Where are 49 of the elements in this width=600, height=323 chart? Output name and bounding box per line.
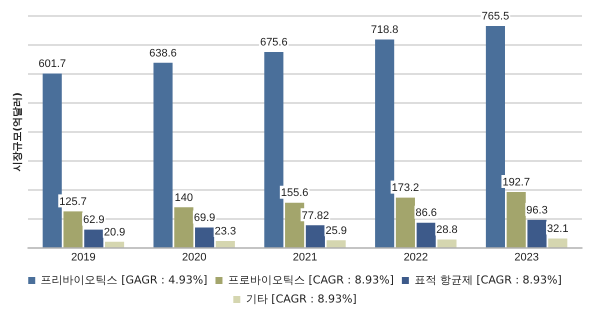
data-label: 96.3 xyxy=(526,204,548,216)
bar xyxy=(105,242,124,248)
bar xyxy=(486,26,505,248)
bar xyxy=(264,52,284,248)
data-label: 20.9 xyxy=(104,226,126,238)
bar xyxy=(527,220,547,248)
data-label: 155.6 xyxy=(280,187,308,200)
data-label: 140 xyxy=(174,192,193,204)
data-label: 638.6 xyxy=(149,47,177,60)
bar xyxy=(437,239,457,248)
bar xyxy=(548,238,568,248)
data-label: 25.9 xyxy=(325,224,347,237)
bar xyxy=(506,192,526,248)
bar xyxy=(153,62,173,248)
legend-label: 기타 [CAGR : 8.93%] xyxy=(246,292,357,306)
bar xyxy=(216,241,235,248)
data-label: 28.8 xyxy=(436,224,458,236)
x-tick-label: 2019 xyxy=(71,251,96,264)
bar xyxy=(63,211,83,248)
data-label: 765.5 xyxy=(482,10,510,23)
x-tick-label: 2022 xyxy=(404,251,428,264)
data-label: 601.7 xyxy=(38,58,66,70)
x-tick-label: 2021 xyxy=(292,251,318,264)
legend-label: 프리바이오틱스 [GAGR : 4.93%] xyxy=(40,273,208,286)
bar xyxy=(174,207,194,248)
data-label: 173.2 xyxy=(392,182,420,194)
data-label: 23.3 xyxy=(214,226,236,238)
data-label: 69.9 xyxy=(194,212,216,224)
data-label: 62.9 xyxy=(83,214,104,226)
data-label: 86.6 xyxy=(415,207,437,220)
data-label: 77.82 xyxy=(302,210,330,222)
bar xyxy=(416,222,436,248)
x-tick-label: 2023 xyxy=(514,251,539,264)
data-label: 718.8 xyxy=(370,24,398,36)
data-label: 192.7 xyxy=(502,176,530,188)
bar xyxy=(375,40,394,248)
data-label: 675.6 xyxy=(260,36,288,49)
bar xyxy=(396,198,415,248)
bar xyxy=(84,230,104,248)
y-axis-title: 시장규모(억달러) xyxy=(12,92,24,172)
legend-label: 표적 항균제 [CAGR : 8.93%] xyxy=(414,273,562,286)
data-label: 125.7 xyxy=(59,196,87,208)
bar xyxy=(42,73,62,248)
bar xyxy=(195,228,214,248)
bar xyxy=(326,240,346,248)
bar xyxy=(306,225,325,248)
x-tick-label: 2020 xyxy=(182,251,206,264)
data-label: 32.1 xyxy=(547,223,568,236)
legend-label: 프로바이오틱스 [CAGR : 8.93%] xyxy=(228,273,394,286)
